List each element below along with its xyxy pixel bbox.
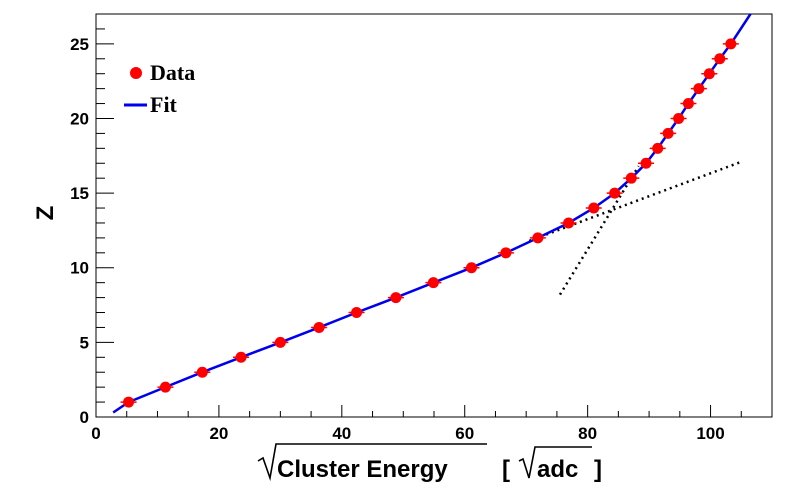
data-point xyxy=(693,83,705,95)
axes: 0 20 40 60 80 100 0 5 10 15 20 25 xyxy=(70,13,773,443)
data-point xyxy=(235,351,247,363)
x-tick-label: 80 xyxy=(578,424,597,443)
reference-dotted-line xyxy=(528,160,742,243)
x-tick-label: 0 xyxy=(91,424,100,443)
data-point xyxy=(123,396,135,408)
data-point xyxy=(682,98,694,110)
legend: Data Fit xyxy=(124,60,195,117)
y-axis-title: Z xyxy=(32,206,59,221)
x-tick-label: 20 xyxy=(209,424,228,443)
y-tick-label: 10 xyxy=(70,259,89,278)
legend-marker-data xyxy=(130,67,142,79)
data-point xyxy=(609,187,621,199)
data-point xyxy=(159,381,171,393)
y-tick-label: 5 xyxy=(80,333,89,352)
x-axis-title-unit: adc xyxy=(537,456,578,483)
plot-frame xyxy=(95,13,773,418)
y-tick-label: 0 xyxy=(80,408,89,427)
data-point xyxy=(725,38,737,50)
data-point xyxy=(652,142,664,154)
data-point xyxy=(196,366,208,378)
data-point xyxy=(532,232,544,244)
legend-label-data: Data xyxy=(150,60,195,85)
x-axis-title-main: Cluster Energy xyxy=(277,456,448,483)
y-tick-label: 15 xyxy=(70,184,89,203)
data-point xyxy=(563,217,575,229)
data-point xyxy=(703,68,715,80)
data-point xyxy=(313,321,325,333)
data-point xyxy=(625,172,637,184)
data-point xyxy=(351,307,363,319)
y-tick-label: 20 xyxy=(70,109,89,128)
reference-dotted-line xyxy=(558,165,640,296)
data-point xyxy=(465,262,477,274)
x-axis-title: Cluster Energy [ adc ] xyxy=(257,443,602,483)
x-axis-title-bracket-open: [ xyxy=(502,456,510,483)
y-tick-label: 25 xyxy=(70,35,89,54)
data-point xyxy=(662,127,674,139)
x-tick-label: 60 xyxy=(455,424,474,443)
data-point xyxy=(673,112,685,124)
data-point xyxy=(714,53,726,65)
x-axis-title-bracket-close: ] xyxy=(594,456,602,483)
fit-line xyxy=(112,13,752,414)
x-tick-label: 100 xyxy=(696,424,724,443)
sqrt-sign-icon xyxy=(257,443,487,482)
chart-marks xyxy=(112,13,752,414)
data-point xyxy=(640,157,652,169)
data-point xyxy=(500,247,512,259)
legend-label-fit: Fit xyxy=(150,92,178,117)
data-point xyxy=(427,277,439,289)
x-tick-label: 40 xyxy=(332,424,351,443)
data-point xyxy=(390,292,402,304)
sqrt-sign-unit-icon xyxy=(518,446,592,479)
data-point xyxy=(274,336,286,348)
data-point xyxy=(588,202,600,214)
